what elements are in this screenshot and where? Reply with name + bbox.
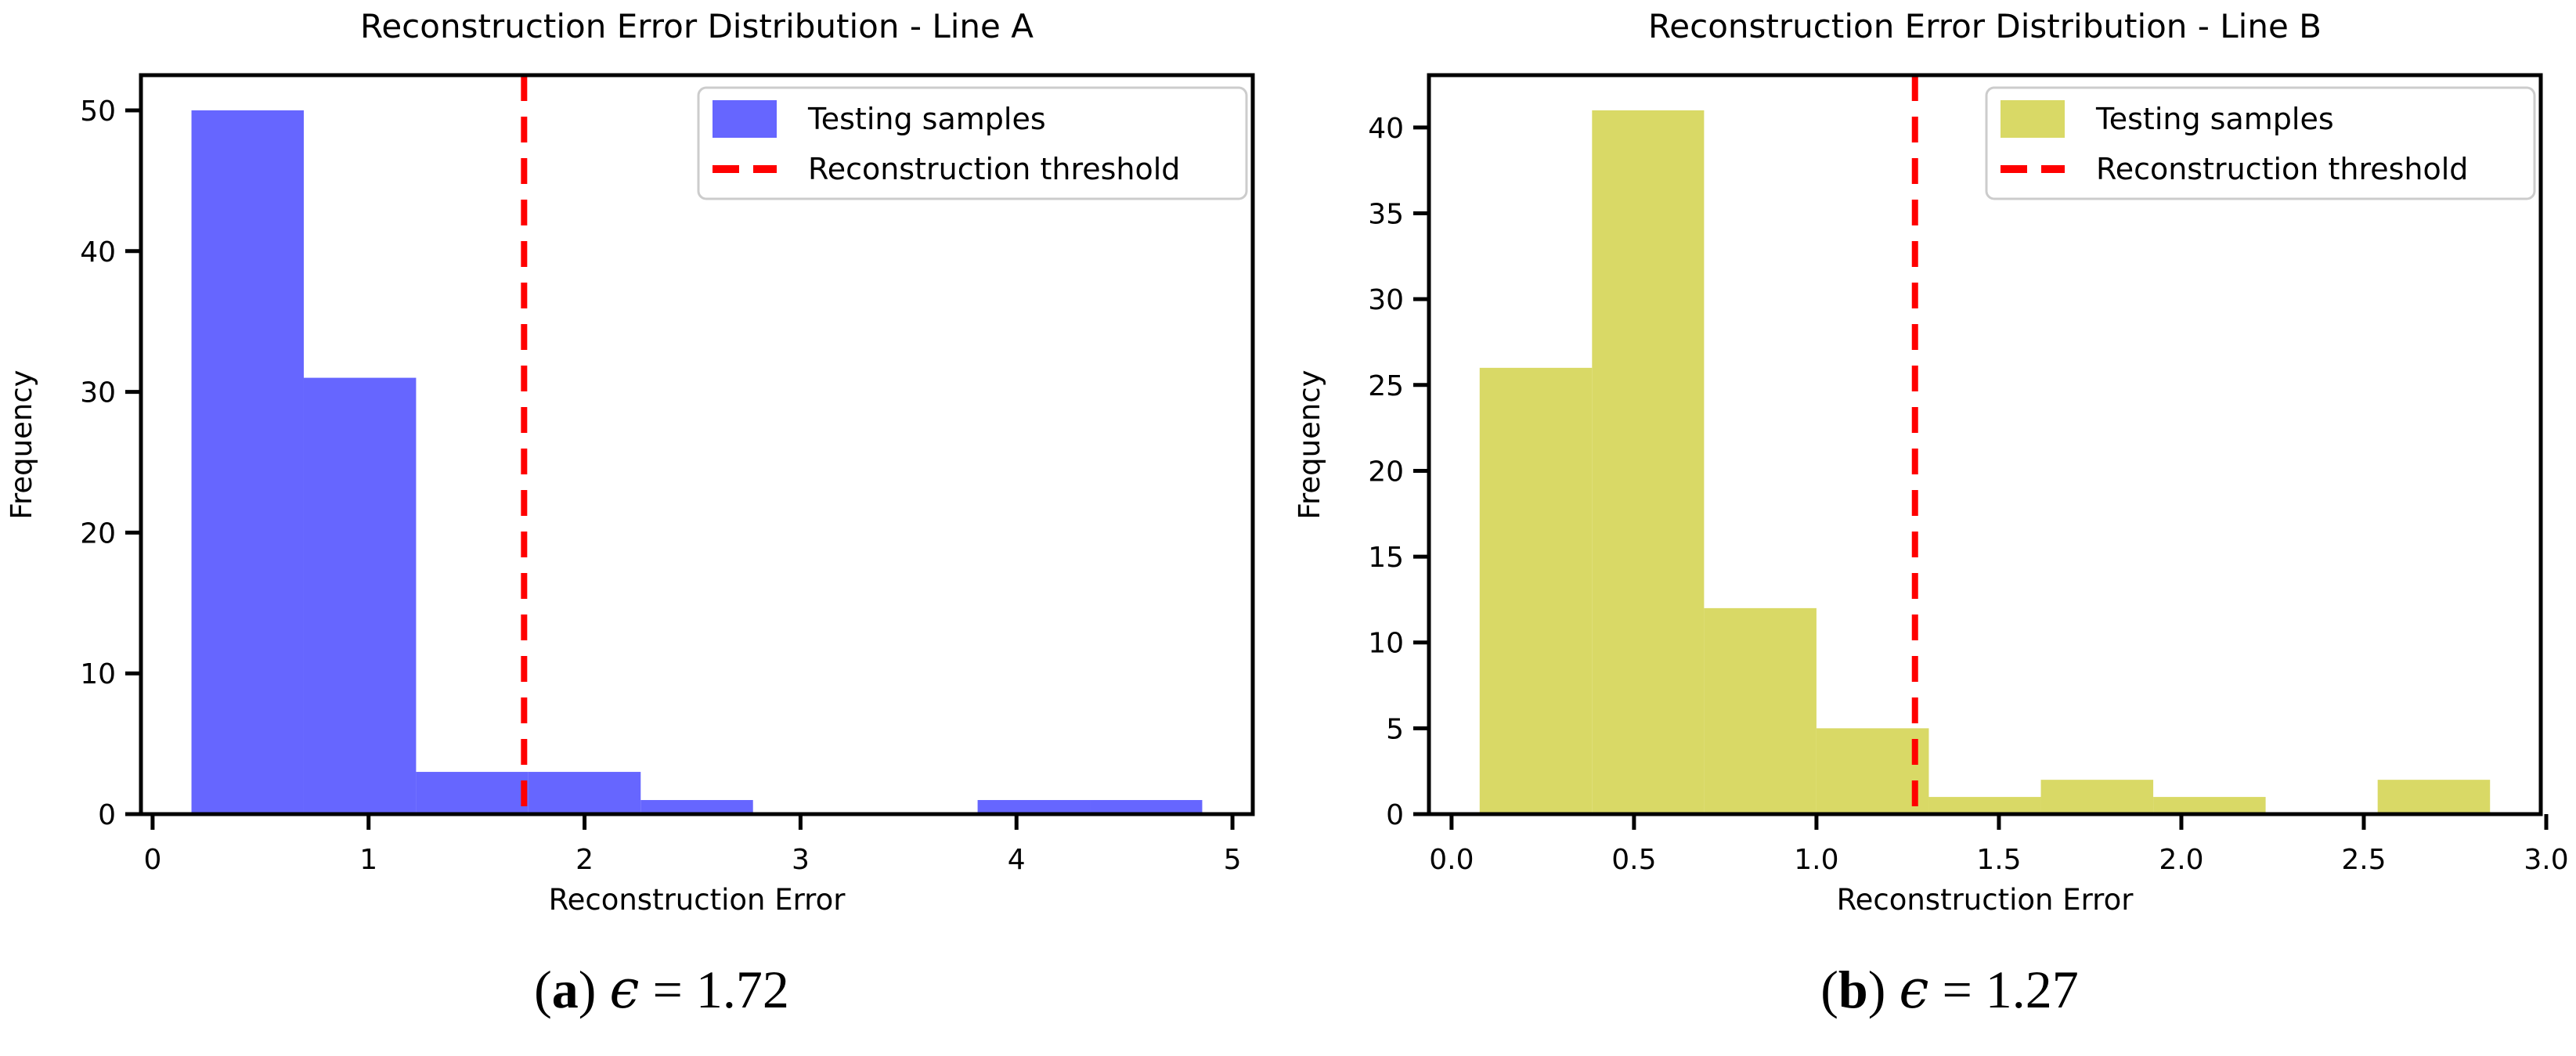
x-tick-label: 5 bbox=[1224, 844, 1242, 876]
x-tick-label: 2.0 bbox=[2159, 844, 2203, 876]
y-tick-label: 20 bbox=[80, 517, 116, 550]
histogram-bar bbox=[303, 377, 417, 815]
y-tick-label: 5 bbox=[1386, 713, 1404, 745]
y-tick-label: 50 bbox=[80, 96, 116, 128]
histogram-bar bbox=[1479, 367, 1593, 814]
histogram-bar bbox=[640, 800, 753, 814]
histogram-bar bbox=[2377, 780, 2491, 814]
caption-a-value: = 1.72 bbox=[639, 960, 789, 1019]
x-tick-label: 0.5 bbox=[1611, 844, 1656, 876]
y-tick-label: 20 bbox=[1368, 456, 1404, 488]
legend-label-threshold: Reconstruction threshold bbox=[808, 152, 1180, 186]
caption-b: (b) ϵ = 1.27 bbox=[1288, 957, 2576, 1023]
histogram-bar bbox=[2040, 780, 2154, 814]
legend-label-testing-samples: Testing samples bbox=[807, 102, 1046, 136]
caption-b-paren-close: ) bbox=[1867, 960, 1900, 1019]
x-tick-label: 1 bbox=[359, 844, 377, 876]
legend-box bbox=[1985, 86, 2536, 200]
histogram-bar bbox=[191, 110, 304, 814]
y-tick-label: 40 bbox=[80, 236, 116, 269]
legend-swatch-testing-samples bbox=[713, 100, 777, 138]
caption-a: (a) ϵ = 1.72 bbox=[0, 957, 1323, 1023]
histogram-bar bbox=[1928, 797, 2041, 814]
x-axis-label: Reconstruction Error bbox=[549, 883, 846, 917]
caption-b-value: = 1.27 bbox=[1928, 960, 2079, 1019]
caption-b-paren: ( bbox=[1820, 960, 1838, 1019]
y-axis-label: Frequency bbox=[1293, 369, 1326, 519]
legend-swatch-testing-samples bbox=[2001, 100, 2065, 138]
histogram-bar bbox=[1090, 800, 1203, 814]
caption-a-letter: a bbox=[551, 960, 579, 1019]
y-tick-label: 25 bbox=[1368, 370, 1404, 402]
histogram-bar bbox=[2153, 797, 2266, 814]
legend-label-threshold: Reconstruction threshold bbox=[2096, 152, 2468, 186]
x-tick-label: 2 bbox=[575, 844, 593, 876]
y-tick-label: 10 bbox=[80, 658, 116, 690]
x-tick-label: 1.0 bbox=[1794, 844, 1838, 876]
y-axis-label: Frequency bbox=[5, 369, 38, 519]
y-tick-label: 40 bbox=[1368, 113, 1404, 145]
caption-a-paren-close: ) bbox=[578, 960, 610, 1019]
y-tick-label: 30 bbox=[80, 377, 116, 409]
histogram-bar bbox=[1704, 607, 1817, 814]
chart-title: Reconstruction Error Distribution - Line… bbox=[1648, 7, 2322, 45]
plot-border bbox=[139, 73, 1255, 816]
panel-b-chart: 0.0 0.5 1.0 1.5 2.0 2.5 3.0 0 5 10 15 20 25 30 35 40 Rec… bbox=[1293, 7, 2569, 917]
x-tick-label: 4 bbox=[1008, 844, 1026, 876]
legend-box bbox=[697, 86, 1248, 200]
y-tick-label: 0 bbox=[98, 799, 116, 831]
histogram-bar bbox=[528, 772, 641, 814]
x-tick-label: 3 bbox=[792, 844, 810, 876]
x-tick-label: 3.0 bbox=[2524, 844, 2568, 876]
histogram-bar bbox=[977, 800, 1091, 814]
y-tick-label: 15 bbox=[1368, 542, 1404, 574]
x-tick-label: 1.5 bbox=[1976, 844, 2021, 876]
caption-b-letter: b bbox=[1838, 960, 1868, 1019]
epsilon-symbol: ϵ bbox=[1899, 959, 1929, 1021]
plot-border bbox=[1427, 73, 2543, 816]
histogram-bar bbox=[1592, 110, 1705, 814]
x-axis-label: Reconstruction Error bbox=[1837, 883, 2134, 917]
y-tick-label: 30 bbox=[1368, 284, 1404, 316]
legend-label-testing-samples: Testing samples bbox=[2095, 102, 2334, 136]
y-tick-label: 35 bbox=[1368, 199, 1404, 231]
caption-a-paren: ( bbox=[534, 960, 552, 1019]
x-tick-label: 2.5 bbox=[2341, 844, 2386, 876]
epsilon-symbol: ϵ bbox=[609, 959, 640, 1021]
y-tick-label: 10 bbox=[1368, 628, 1404, 660]
x-tick-label: 0.0 bbox=[1429, 844, 1474, 876]
histogram-bar bbox=[416, 772, 529, 814]
histogram-bar bbox=[1816, 728, 1929, 814]
x-tick-label: 0 bbox=[143, 844, 161, 876]
y-tick-label: 0 bbox=[1386, 799, 1404, 831]
chart-title: Reconstruction Error Distribution - Line… bbox=[360, 7, 1034, 45]
